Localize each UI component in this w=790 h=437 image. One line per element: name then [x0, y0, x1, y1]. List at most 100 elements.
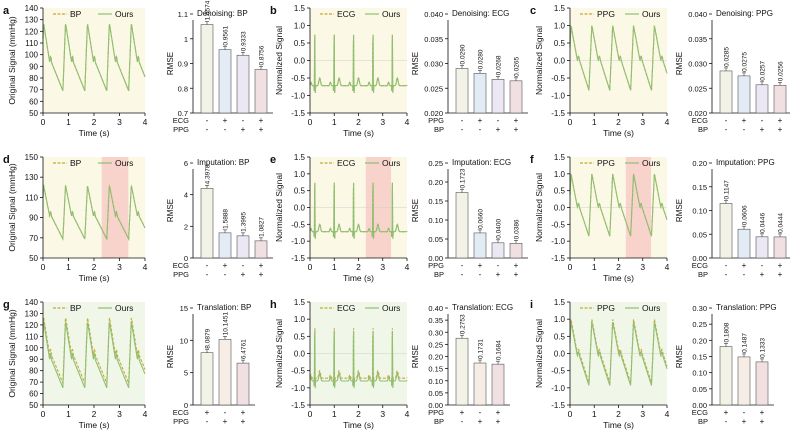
y-tick-label: 1.0	[554, 22, 566, 31]
bar-value-label: 0.0265	[514, 57, 521, 77]
y-tick-label: 1.5	[554, 298, 566, 307]
x-tick-label: 4	[143, 262, 148, 272]
condition-mark: +	[223, 116, 228, 125]
bar	[455, 337, 469, 406]
condition-mark: +	[259, 261, 264, 270]
bar-value-label: 0.8756	[259, 45, 266, 65]
ours-signal-line	[309, 330, 408, 389]
bar-y-tick-label: 1	[184, 35, 188, 44]
bar-value-label: 0.2753	[460, 314, 467, 334]
condition-mark: +	[742, 261, 747, 270]
bar-chart-title: Denoising: ECG	[452, 9, 509, 18]
condition-mark: -	[224, 270, 227, 279]
bar-value-label: 0.9561	[223, 25, 230, 45]
condition-mark: +	[760, 270, 765, 279]
ours-signal-line	[42, 184, 146, 241]
condition-mark: -	[206, 261, 209, 270]
condition-mark: +	[778, 125, 783, 134]
y-tick-label: -1.0	[291, 237, 305, 246]
bar-y-tick-label: 6	[184, 159, 188, 168]
bar-y-tick-label: 0.05	[428, 389, 443, 398]
y-tick-label: 0.5	[554, 39, 566, 48]
bar-value-label: 0.1723	[460, 168, 467, 188]
bar-y-tick-label: 0.035	[424, 35, 443, 44]
condition-mark: -	[461, 261, 464, 270]
x-tick-label: 1	[66, 262, 71, 272]
legend-label-ours: Ours	[382, 9, 400, 19]
bar-value-label: 0.0257	[760, 61, 767, 81]
y-axis-label: Normalized Signal	[534, 319, 544, 388]
bar-y-tick-label: 0.035	[688, 35, 707, 44]
reference-signal-line	[309, 328, 408, 386]
condition-mark: -	[242, 261, 245, 270]
condition-mark: +	[478, 261, 483, 270]
rmse-bar-chart-c: Denoising: PPG 0.020 0.025 0.030 0.035 0.040 R…	[675, 9, 790, 134]
bar	[737, 228, 751, 259]
bar-y-tick-label: 0.05	[692, 230, 707, 239]
x-tick-label: 3	[640, 409, 645, 419]
rmse-bar-chart-h: Translation: ECG 0.00 0.05 0.10 0.15 0.20 0.25…	[411, 303, 513, 426]
legend-label-ours: Ours	[115, 158, 133, 168]
bar-y-tick-label: 0.40	[428, 304, 443, 313]
y-tick-label: 0.5	[294, 187, 306, 196]
bar	[737, 75, 751, 114]
y-tick-label: 130	[25, 16, 39, 25]
bar-value-label: 0.0280	[478, 49, 485, 69]
condition-row-label: BP	[698, 125, 708, 134]
bar-y-tick-label: 0.10	[692, 369, 707, 378]
bar	[455, 192, 469, 259]
y-tick-label: 80	[29, 74, 38, 83]
x-tick-label: 4	[143, 117, 148, 127]
y-tick-label: -1.5	[551, 401, 565, 410]
panel-letter: c	[530, 5, 536, 17]
y-axis-label: Original Signal (mmHg)	[7, 309, 17, 397]
x-tick-label: 1	[332, 262, 337, 272]
condition-mark: +	[223, 417, 228, 426]
condition-mark: +	[724, 408, 729, 417]
waveform-plot-c: -1.5 -1.0 -0.5 0.0 0.5 1.0 1.5 0 1 2 3 4 Time (s) Nor…	[534, 4, 670, 138]
condition-mark: +	[778, 261, 783, 270]
bar-y-tick-label: 0.00	[692, 401, 707, 410]
bar-y-tick-label: 0.00	[428, 401, 443, 410]
condition-row-label: BP	[434, 417, 444, 426]
y-tick-label: 1.0	[554, 315, 566, 324]
condition-mark: -	[743, 270, 746, 279]
x-axis-label: Time (s)	[603, 128, 634, 138]
bar-value-label: 0.0268	[496, 55, 503, 75]
bar-value-label: 0.0290	[460, 44, 467, 64]
condition-mark: +	[259, 116, 264, 125]
x-tick-label: 2	[92, 117, 97, 127]
bar	[200, 352, 214, 406]
y-tick-label: -0.5	[291, 367, 305, 376]
bar	[473, 362, 487, 406]
y-tick-label: 70	[29, 378, 38, 387]
y-tick-label: 1.0	[294, 170, 306, 179]
panel-letter: f	[530, 154, 534, 166]
condition-mark: -	[224, 408, 227, 417]
bar-y-tick-label: 0.00	[428, 254, 443, 263]
condition-row-label: ECG	[173, 261, 189, 270]
y-tick-label: 90	[29, 355, 38, 364]
bar	[755, 236, 769, 259]
x-tick-label: 4	[405, 409, 410, 419]
condition-row-label: PPG	[173, 270, 189, 279]
bar-y-tick-label: 0.25	[428, 159, 443, 168]
y-tick-label: 140	[25, 4, 39, 13]
x-tick-label: 4	[665, 262, 670, 272]
legend-label-reference: PPG	[597, 9, 615, 19]
y-axis-label: Normalized Signal	[534, 173, 544, 242]
condition-mark: -	[725, 261, 728, 270]
y-tick-label: -1.5	[291, 109, 305, 118]
legend-label-ours: Ours	[382, 303, 400, 313]
bar-y-axis-label: RMSE	[411, 52, 420, 75]
bar-y-tick-label: 5	[184, 369, 188, 378]
bar	[218, 49, 232, 114]
bar-y-tick-label: 0.7	[178, 109, 188, 118]
reference-signal-line	[42, 315, 146, 384]
condition-row-label: ECG	[173, 408, 189, 417]
x-tick-label: 1	[332, 409, 337, 419]
condition-mark: -	[497, 116, 500, 125]
legend-label-reference: BP	[70, 9, 82, 19]
y-tick-label: 110	[25, 332, 38, 341]
